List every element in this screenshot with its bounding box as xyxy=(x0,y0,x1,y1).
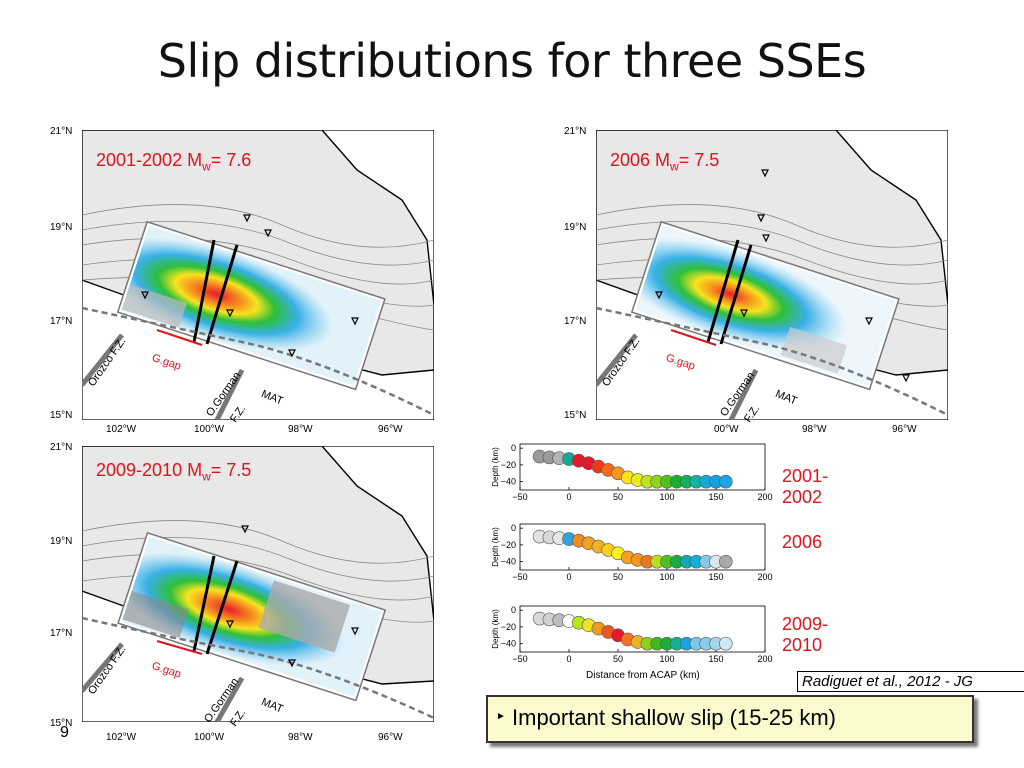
page-number: 9 xyxy=(60,724,69,741)
x-tick-label: −50 xyxy=(512,492,527,502)
callout-text: Important shallow slip (15-25 km) xyxy=(512,705,837,730)
magnitude-value: = 7.6 xyxy=(210,150,252,170)
lat-label: 21°N xyxy=(50,126,73,137)
magnitude-value: = 7.5 xyxy=(210,460,252,480)
lon-label: 98°W xyxy=(288,424,313,435)
lon-label: 100°W xyxy=(194,424,225,435)
citation: Radiguet et al., 2012 - JG xyxy=(797,671,1024,692)
x-tick-label: 150 xyxy=(708,572,723,582)
y-tick-label: 0 xyxy=(511,523,516,533)
x-tick-label: 50 xyxy=(613,492,623,502)
profile-chart: 0 −20 −40 −50 0 50 100 150 200 Depth (km) xyxy=(491,605,773,664)
lon-label: 98°W xyxy=(802,424,827,435)
x-tick-label: −50 xyxy=(512,654,527,664)
map-canvas xyxy=(596,130,948,420)
x-tick-label: 200 xyxy=(757,654,772,664)
lon-label: 102°W xyxy=(106,732,137,743)
lon-label: 96°W xyxy=(892,424,917,435)
x-tick-label: 50 xyxy=(613,654,623,664)
y-tick-label: 0 xyxy=(511,605,516,615)
x-tick-label: 200 xyxy=(757,572,772,582)
station-point xyxy=(719,554,733,569)
lat-label: 21°N xyxy=(564,126,587,137)
x-tick-label: 100 xyxy=(659,492,674,502)
y-axis-label: Depth (km) xyxy=(491,609,500,649)
magnitude-subscript: w xyxy=(670,159,679,174)
x-tick-label: 0 xyxy=(566,572,571,582)
lat-label: 21°N xyxy=(50,442,73,453)
y-axis-label: Depth (km) xyxy=(491,527,500,567)
lat-label: 15°N xyxy=(564,410,587,421)
lat-label: 19°N xyxy=(50,536,73,547)
profile-chart: 0 −20 −40 −50 0 50 100 150 200 Depth (km) xyxy=(491,523,773,582)
y-tick-label: −20 xyxy=(501,622,516,632)
bullet-icon: ► xyxy=(496,711,506,722)
profile-label: 2009-2010 xyxy=(782,614,829,655)
profile-label: 2001-2002 xyxy=(782,466,829,507)
map-canvas xyxy=(82,130,434,420)
slip-map-2001-2002: 2001-2002 Mw= 7.6 21°N 19°N 17°N 15°N 10… xyxy=(50,126,434,435)
x-tick-label: 0 xyxy=(566,492,571,502)
lat-label: 19°N xyxy=(564,222,587,233)
map-canvas xyxy=(82,446,434,722)
slip-map-2006: 2006 Mw= 7.5 21°N 19°N 17°N 15°N 00°W 98… xyxy=(564,126,948,435)
y-tick-label: −40 xyxy=(501,639,516,649)
x-tick-label: 0 xyxy=(566,654,571,664)
map-event-label: 2009-2010 Mw= 7.5 xyxy=(96,460,251,484)
lat-label: 17°N xyxy=(50,628,73,639)
lat-label: 15°N xyxy=(50,410,73,421)
y-tick-label: −40 xyxy=(501,477,516,487)
lat-label: 15°N xyxy=(50,718,73,729)
profile-xaxis-label: Distance from ACAP (km) xyxy=(586,670,700,681)
station-point xyxy=(719,636,733,651)
x-tick-label: −50 xyxy=(512,572,527,582)
x-tick-label: 150 xyxy=(708,654,723,664)
lon-label: 100°W xyxy=(194,732,225,743)
depth-profile-2009-2010: 0 −20 −40 −50 0 50 100 150 200 Depth (km) 2009-20… xyxy=(480,600,828,669)
y-tick-label: −40 xyxy=(501,557,516,567)
station-point xyxy=(719,474,733,489)
event-text: 2001-2002 M xyxy=(96,150,203,170)
magnitude-subscript: w xyxy=(202,159,211,174)
profile-chart: 0 −20 −40 −50 0 50 100 150 200 Depth (km) xyxy=(491,443,773,502)
lon-label: 102°W xyxy=(106,424,137,435)
lat-label: 17°N xyxy=(50,316,73,327)
map-event-label: 2006 Mw= 7.5 xyxy=(610,150,719,174)
y-tick-label: −20 xyxy=(501,540,516,550)
lon-label: 96°W xyxy=(378,732,403,743)
depth-profile-2006: 0 −20 −40 −50 0 50 100 150 200 Depth (km) 2006 xyxy=(480,518,822,587)
y-axis-label: Depth (km) xyxy=(491,447,500,487)
x-tick-label: 50 xyxy=(613,572,623,582)
depth-profile-2001-2002: 0 −20 −40 −50 0 50 100 150 200 Depth (km) 2001-20… xyxy=(480,438,828,507)
slip-map-2009-2010: 2009-2010 Mw= 7.5 21°N 19°N 17°N 15°N 10… xyxy=(50,442,434,743)
slide-title: Slip distributions for three SSEs xyxy=(157,34,867,88)
x-tick-label: 100 xyxy=(659,654,674,664)
x-tick-label: 200 xyxy=(757,492,772,502)
lat-label: 17°N xyxy=(564,316,587,327)
x-tick-label: 100 xyxy=(659,572,674,582)
lon-label: 98°W xyxy=(288,732,313,743)
map-event-label: 2001-2002 Mw= 7.6 xyxy=(96,150,251,174)
lon-label: 00°W xyxy=(714,424,739,435)
key-point-callout: ► Important shallow slip (15-25 km) xyxy=(486,695,974,743)
profile-label: 2006 xyxy=(782,532,823,552)
y-tick-label: 0 xyxy=(511,443,516,453)
magnitude-subscript: w xyxy=(202,469,211,484)
lon-label: 96°W xyxy=(378,424,403,435)
event-text: 2009-2010 M xyxy=(96,460,203,480)
lat-label: 19°N xyxy=(50,222,73,233)
y-tick-label: −20 xyxy=(501,460,516,470)
x-tick-label: 150 xyxy=(708,492,723,502)
magnitude-value: = 7.5 xyxy=(678,150,720,170)
event-text: 2006 M xyxy=(610,150,671,170)
